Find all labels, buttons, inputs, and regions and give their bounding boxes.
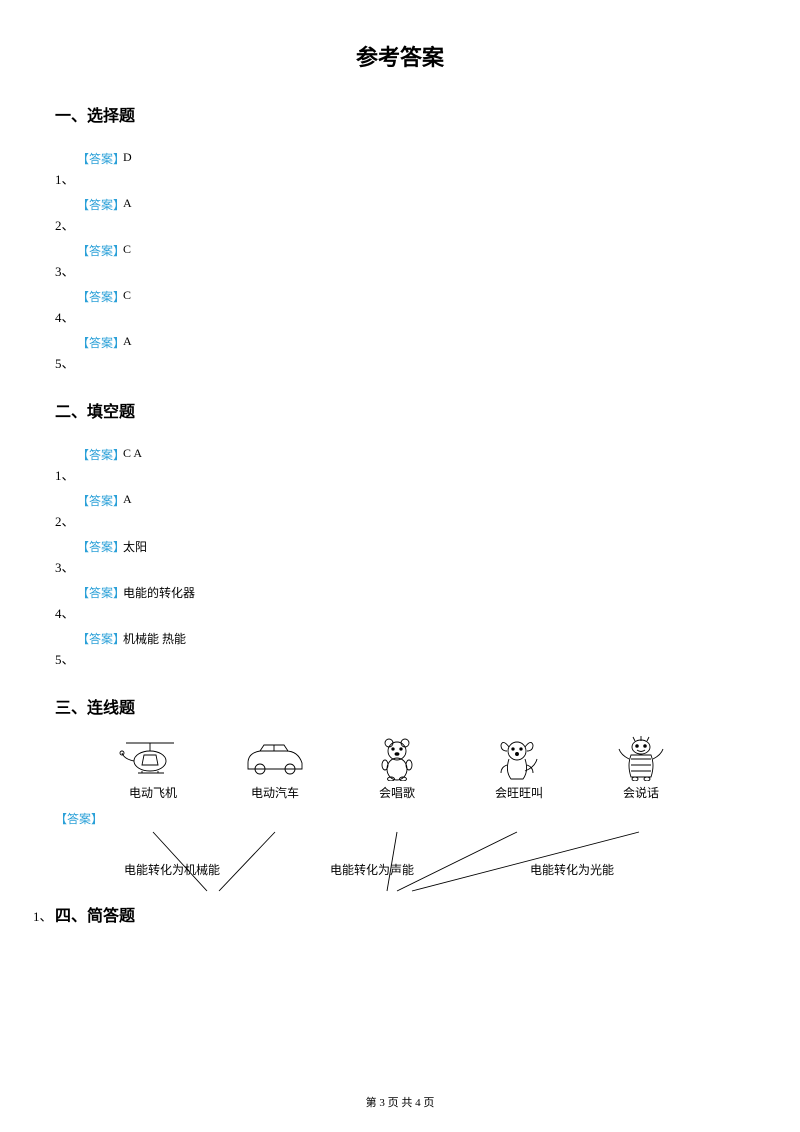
answer-value: C: [123, 288, 131, 303]
answer-num: 1、: [55, 465, 75, 484]
matching-top-row: 电动飞机 电动汽车 会唱歌 会旺旺叫 会说话: [117, 784, 745, 801]
answer-num: 2、: [55, 511, 75, 530]
answer-label: 【答案】: [77, 446, 125, 463]
answer-label: 【答案】: [77, 242, 125, 259]
monster-icon: [605, 736, 677, 780]
answer-label: 【答案】: [77, 288, 125, 305]
matching-bottom-row: 电能转化为机械能 电能转化为声能 电能转化为光能: [112, 861, 745, 878]
answer-value: C: [123, 242, 131, 257]
matching-block: 【答案】 1、: [55, 736, 745, 878]
answer-value: A: [123, 492, 132, 507]
page-footer: 第 3 页 共 4 页: [0, 1094, 800, 1110]
car-icon: [239, 736, 311, 780]
answer-row: 2、 【答案】 A: [55, 190, 745, 236]
answer-value: 太阳: [123, 538, 147, 555]
top-label: 会旺旺叫: [483, 784, 555, 801]
answer-num: 5、: [55, 649, 75, 668]
answer-value: D: [123, 150, 132, 165]
helicopter-icon: [117, 736, 189, 780]
bottom-label: 电能转化为机械能: [112, 861, 232, 878]
answer-label: 【答案】: [77, 584, 125, 601]
matching-icons-row: [117, 736, 745, 780]
answer-label: 【答案】: [77, 334, 125, 351]
top-label: 电动飞机: [117, 784, 189, 801]
answer-value: 电能的转化器: [123, 584, 195, 601]
bear-icon: [361, 736, 433, 780]
answer-row: 5、 【答案】 A: [55, 328, 745, 374]
answer-label: 【答案】: [77, 150, 125, 167]
bottom-label: 电能转化为声能: [312, 861, 432, 878]
answer-label: 【答案】: [77, 196, 125, 213]
answer-num: 4、: [55, 603, 75, 622]
section-header-fill: 二、填空题: [55, 398, 745, 422]
answer-label: 【答案】: [77, 492, 125, 509]
top-label: 电动汽车: [239, 784, 311, 801]
answer-label: 【答案】: [77, 538, 125, 555]
answer-row: 3、 【答案】 C: [55, 236, 745, 282]
answer-num: 2、: [55, 215, 75, 234]
answer-row: 4、 【答案】 电能的转化器: [55, 578, 745, 624]
top-label: 会说话: [605, 784, 677, 801]
answer-label: 【答案】: [77, 630, 125, 647]
answer-value: C A: [123, 446, 142, 461]
answer-row: 5、 【答案】 机械能 热能: [55, 624, 745, 670]
answer-num: 1、: [55, 169, 75, 188]
section-header-match: 三、连线题: [55, 694, 745, 718]
answer-row: 2、 【答案】 A: [55, 486, 745, 532]
page-title: 参考答案: [55, 40, 745, 72]
answer-row: 1、 【答案】 C A: [55, 440, 745, 486]
answer-row: 3、 【答案】 太阳: [55, 532, 745, 578]
answer-num: 3、: [55, 261, 75, 280]
answer-row: 1、 【答案】 D: [55, 144, 745, 190]
answer-value: 机械能 热能: [123, 630, 186, 647]
answer-num: 4、: [55, 307, 75, 326]
section-header-short: 四、简答题: [55, 902, 745, 926]
answer-num: 1、: [33, 906, 53, 925]
dog-icon: [483, 736, 555, 780]
top-label: 会唱歌: [361, 784, 433, 801]
answer-value: A: [123, 196, 132, 211]
answer-row: 4、 【答案】 C: [55, 282, 745, 328]
answer-num: 5、: [55, 353, 75, 372]
section-header-choice: 一、选择题: [55, 102, 745, 126]
answer-label: 【答案】: [55, 810, 103, 827]
answer-num: 3、: [55, 557, 75, 576]
bottom-label: 电能转化为光能: [512, 861, 632, 878]
answer-value: A: [123, 334, 132, 349]
